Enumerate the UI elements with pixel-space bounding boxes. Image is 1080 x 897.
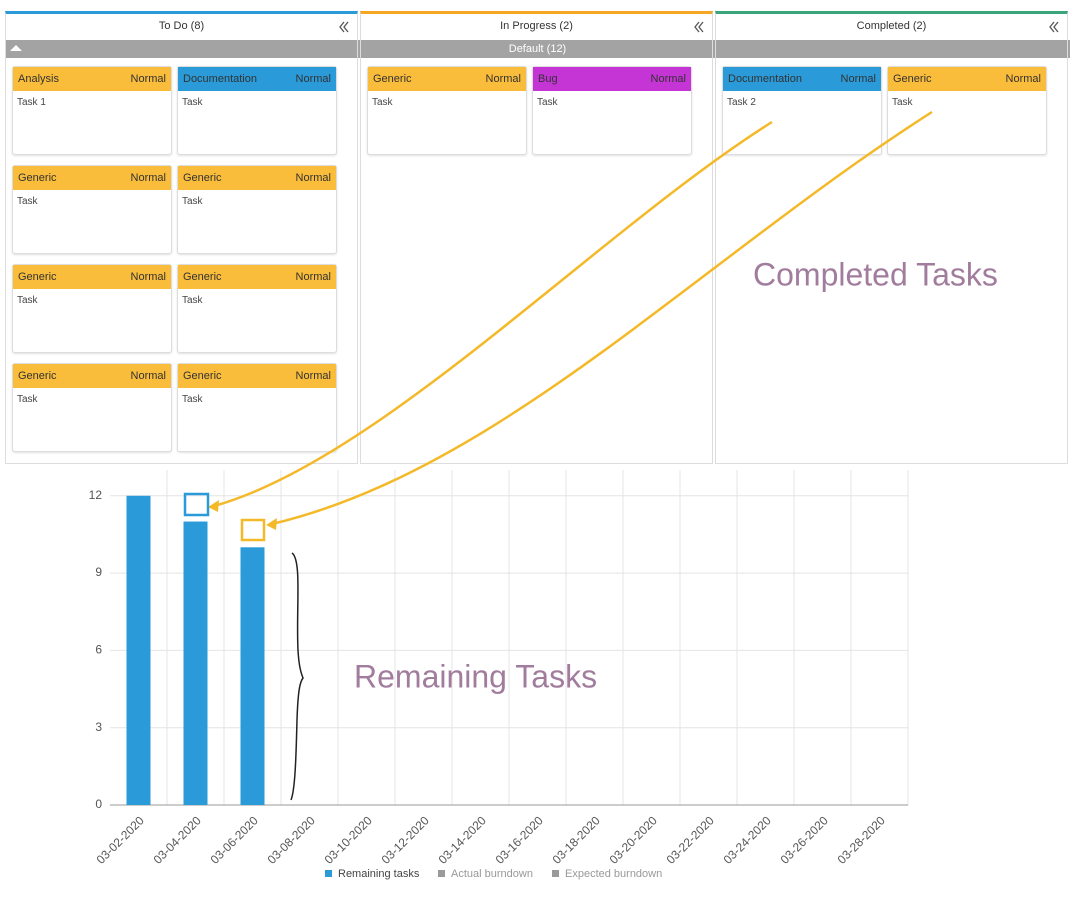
x-tick-label: 03-06-2020 bbox=[208, 813, 262, 867]
bar bbox=[240, 547, 265, 805]
card-header: Generic Normal bbox=[178, 364, 336, 388]
card-text: Task bbox=[537, 97, 558, 108]
task-card[interactable]: Documentation Normal Task 2 bbox=[722, 66, 882, 155]
card-text: Task bbox=[17, 196, 38, 207]
card-priority: Normal bbox=[130, 370, 166, 382]
legend-label: Actual burndown bbox=[451, 868, 533, 880]
card-priority: Normal bbox=[295, 370, 331, 382]
bar bbox=[126, 495, 151, 805]
column-title: In Progress (2) bbox=[500, 20, 573, 32]
x-tick-label: 03-08-2020 bbox=[265, 813, 319, 867]
x-tick-label: 03-28-2020 bbox=[835, 813, 889, 867]
x-tick-label: 03-24-2020 bbox=[721, 813, 775, 867]
card-priority: Normal bbox=[485, 73, 521, 85]
swimlane[interactable]: Default (12) bbox=[5, 40, 1070, 58]
card-type: Generic bbox=[183, 370, 222, 382]
task-card[interactable]: Generic Normal Task bbox=[887, 66, 1047, 155]
card-text: Task bbox=[372, 97, 393, 108]
y-tick-label: 9 bbox=[95, 565, 102, 579]
card-header: Generic Normal bbox=[13, 166, 171, 190]
card-type: Generic bbox=[183, 172, 222, 184]
annotation: Remaining Tasks bbox=[354, 658, 597, 694]
card-header: Generic Normal bbox=[13, 364, 171, 388]
card-header: Generic Normal bbox=[178, 265, 336, 289]
card-header: Documentation Normal bbox=[723, 67, 881, 91]
x-tick-label: 03-20-2020 bbox=[607, 813, 661, 867]
x-tick-label: 03-22-2020 bbox=[664, 813, 718, 867]
card-header: Generic Normal bbox=[368, 67, 526, 91]
card-text: Task bbox=[182, 196, 203, 207]
card-text: Task 1 bbox=[17, 97, 46, 108]
column-title: To Do (8) bbox=[158, 20, 205, 32]
card-header: Bug Normal bbox=[533, 67, 691, 91]
card-text: Task bbox=[17, 394, 38, 405]
card-priority: Normal bbox=[840, 73, 876, 85]
bar bbox=[183, 521, 208, 805]
card-type: Generic bbox=[18, 271, 57, 283]
card-priority: Normal bbox=[130, 271, 166, 283]
card-type: Generic bbox=[18, 370, 57, 382]
legend-swatch bbox=[325, 870, 332, 877]
legend-label: Remaining tasks bbox=[338, 868, 420, 880]
x-tick-label: 03-12-2020 bbox=[379, 813, 433, 867]
x-tick-label: 03-02-2020 bbox=[94, 813, 148, 867]
card-priority: Normal bbox=[130, 73, 166, 85]
card-header: Analysis Normal bbox=[13, 67, 171, 91]
card-text: Task bbox=[182, 97, 203, 108]
card-text: Task bbox=[17, 295, 38, 306]
card-type: Generic bbox=[183, 271, 222, 283]
card-priority: Normal bbox=[295, 172, 331, 184]
task-card[interactable]: Generic Normal Task bbox=[12, 363, 172, 452]
card-text: Task bbox=[182, 295, 203, 306]
card-type: Documentation bbox=[728, 73, 802, 85]
card-header: Documentation Normal bbox=[178, 67, 336, 91]
legend-label: Expected burndown bbox=[565, 868, 662, 880]
swimlane-title: Default (12) bbox=[508, 43, 567, 55]
x-tick-label: 03-14-2020 bbox=[436, 813, 490, 867]
x-tick-label: 03-18-2020 bbox=[550, 813, 604, 867]
card-type: Documentation bbox=[183, 73, 257, 85]
card-header: Generic Normal bbox=[178, 166, 336, 190]
task-card[interactable]: Generic Normal Task bbox=[12, 165, 172, 254]
x-tick-label: 03-16-2020 bbox=[493, 813, 547, 867]
card-header: Generic Normal bbox=[13, 265, 171, 289]
card-priority: Normal bbox=[295, 73, 331, 85]
column-title: Completed (2) bbox=[856, 20, 927, 32]
card-header: Generic Normal bbox=[888, 67, 1046, 91]
x-tick-label: 03-04-2020 bbox=[151, 813, 205, 867]
card-type: Generic bbox=[893, 73, 932, 85]
task-card[interactable]: Analysis Normal Task 1 bbox=[12, 66, 172, 155]
task-card[interactable]: Generic Normal Task bbox=[177, 264, 337, 353]
task-card[interactable]: Generic Normal Task bbox=[12, 264, 172, 353]
y-tick-label: 0 bbox=[95, 797, 102, 811]
card-text: Task bbox=[892, 97, 913, 108]
card-text: Task bbox=[182, 394, 203, 405]
card-type: Bug bbox=[538, 73, 558, 85]
legend-swatch bbox=[438, 870, 445, 877]
task-card[interactable]: Generic Normal Task bbox=[177, 165, 337, 254]
task-card[interactable]: Generic Normal Task bbox=[177, 363, 337, 452]
y-tick-label: 6 bbox=[95, 643, 102, 657]
card-priority: Normal bbox=[650, 73, 686, 85]
x-tick-label: 03-10-2020 bbox=[322, 813, 376, 867]
task-card[interactable]: Bug Normal Task bbox=[532, 66, 692, 155]
card-type: Generic bbox=[18, 172, 57, 184]
x-tick-label: 03-26-2020 bbox=[778, 813, 832, 867]
card-type: Analysis bbox=[18, 73, 59, 85]
task-card[interactable]: Generic Normal Task bbox=[367, 66, 527, 155]
task-card[interactable]: Documentation Normal Task bbox=[177, 66, 337, 155]
card-text: Task 2 bbox=[727, 97, 756, 108]
card-priority: Normal bbox=[1005, 73, 1041, 85]
legend-swatch bbox=[552, 870, 559, 877]
y-tick-label: 3 bbox=[95, 720, 102, 734]
card-priority: Normal bbox=[295, 271, 331, 283]
card-priority: Normal bbox=[130, 172, 166, 184]
card-type: Generic bbox=[373, 73, 412, 85]
y-tick-label: 12 bbox=[89, 488, 103, 502]
